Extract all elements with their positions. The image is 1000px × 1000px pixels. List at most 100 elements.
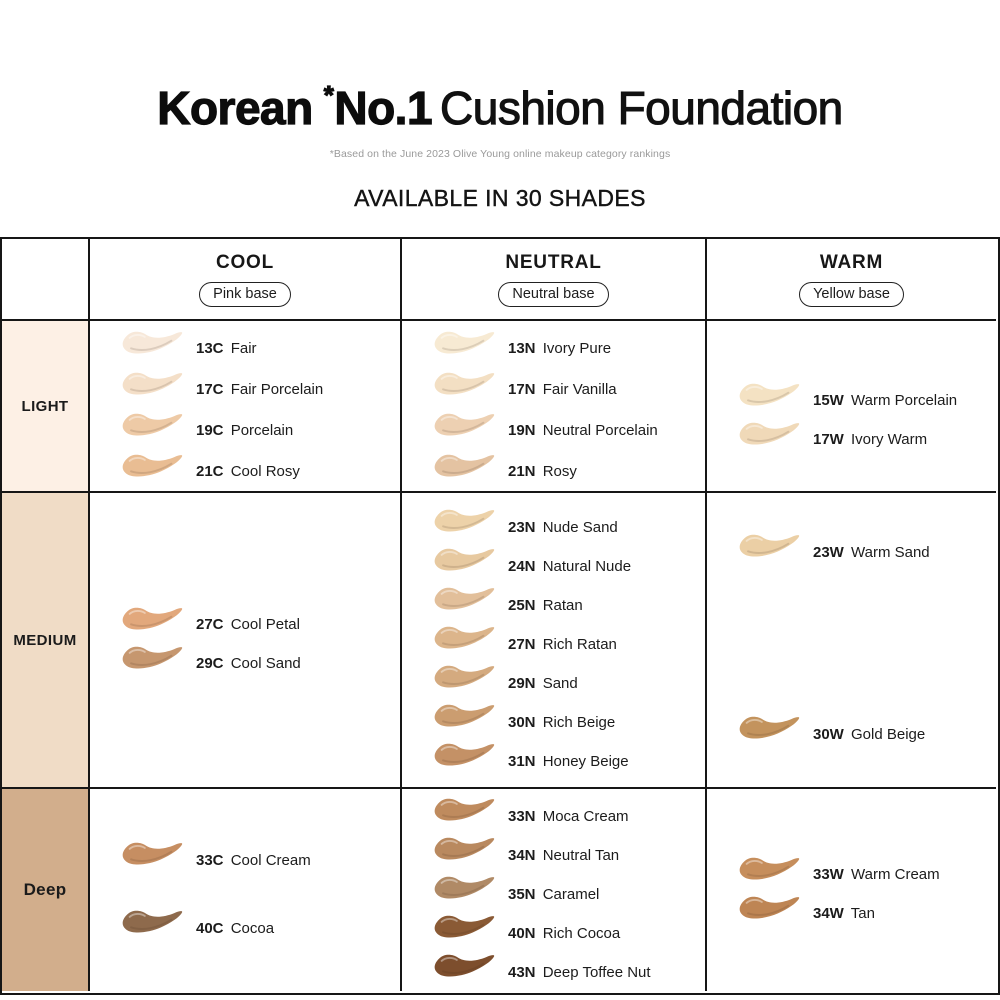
cell-deep-neutral: 33N Moca Cream 34N Neutral Tan 35N Caram… (402, 789, 707, 991)
shade-name: Caramel (538, 885, 600, 903)
foundation-smear-icon (122, 413, 183, 436)
shade-name: Gold Beige (846, 725, 926, 743)
title-bold-part: Korean *No.1 (157, 79, 433, 134)
shade-code: 13C (196, 340, 224, 357)
shade-label: 17W Ivory Warm (813, 431, 927, 448)
foundation-smear-icon (434, 743, 495, 766)
shade-item: 33N Moca Cream (428, 793, 629, 831)
shade-code: 24N (508, 557, 536, 575)
cell-deep-warm: 33W Warm Cream 34W Tan (707, 789, 996, 991)
foundation-smear-icon (122, 842, 183, 865)
shade-name: Deep Toffee Nut (538, 963, 651, 981)
shade-item: 40N Rich Cocoa (428, 910, 620, 948)
shade-item: 29N Sand (428, 660, 578, 698)
shade-item: 21N Rosy (428, 449, 577, 487)
shade-item: 13C Fair (116, 326, 257, 364)
shade-name: Honey Beige (538, 752, 629, 770)
foundation-smear-icon (434, 665, 495, 688)
shade-code: 30N (508, 713, 536, 731)
shade-code: 19N (508, 422, 536, 439)
foundation-smear-icon (434, 626, 495, 649)
shade-label: 24N Natural Nude (508, 558, 631, 575)
foundation-smear-icon (122, 454, 183, 477)
shade-item: 33C Cool Cream (116, 837, 311, 875)
shade-name: Tan (846, 905, 875, 922)
shade-code: 29C (196, 655, 224, 672)
foundation-smear-icon (434, 548, 495, 571)
shade-name: Porcelain (226, 422, 294, 439)
shade-label: 34N Neutral Tan (508, 847, 619, 864)
shade-name: Rich Ratan (538, 635, 617, 653)
shade-code: 35N (508, 885, 536, 903)
shade-item: 17N Fair Vanilla (428, 367, 617, 405)
shade-label: 33W Warm Cream (813, 866, 940, 883)
shade-name: Sand (538, 674, 578, 692)
shade-item: 31N Honey Beige (428, 738, 629, 776)
asterisk-mark: * (323, 79, 334, 110)
shade-name: Fair (226, 340, 257, 357)
shade-code: 30W (813, 725, 844, 743)
foundation-smear-icon (434, 798, 495, 821)
shade-code: 27N (508, 635, 536, 653)
shade-label: 30N Rich Beige (508, 714, 615, 731)
shade-count-banner: AVAILABLE IN 30 SHADES (354, 185, 646, 211)
foundation-smear-icon (434, 331, 495, 354)
shade-table: COOL Pink base NEUTRAL Neutral base WARM… (0, 237, 1000, 995)
shade-label: 31N Honey Beige (508, 753, 629, 770)
shade-name: Neutral Tan (538, 846, 620, 864)
foundation-smear-icon (122, 646, 183, 669)
cell-medium-neutral: 23N Nude Sand 24N Natural Nude 25N Ratan (402, 493, 707, 789)
shade-item: 23N Nude Sand (428, 504, 618, 542)
shade-label: 27N Rich Ratan (508, 636, 617, 653)
shade-name: Ivory Pure (538, 340, 612, 357)
shade-item: 19C Porcelain (116, 408, 293, 446)
shade-name: Ivory Warm (846, 431, 928, 448)
shade-code: 29N (508, 674, 536, 692)
shade-item: 34W Tan (733, 891, 875, 929)
shade-item: 30W Gold Beige (733, 711, 925, 749)
foundation-smear-icon (122, 331, 183, 354)
shade-code: 40C (196, 919, 224, 937)
shade-name: Natural Nude (538, 557, 632, 575)
shade-label: 23W Warm Sand (813, 544, 930, 561)
shade-label: 13C Fair (196, 340, 257, 357)
shade-code: 17C (196, 381, 224, 398)
shade-label: 29C Cool Sand (196, 655, 301, 672)
shade-label: 19N Neutral Porcelain (508, 422, 658, 439)
shade-code: 43N (508, 963, 536, 981)
foundation-smear-icon (122, 372, 183, 395)
shade-item: 19N Neutral Porcelain (428, 408, 658, 446)
shade-code: 17W (813, 431, 844, 448)
foundation-smear-icon (434, 915, 495, 938)
shade-item: 17W Ivory Warm (733, 417, 927, 455)
base-badge: Neutral base (498, 281, 609, 307)
shade-code: 40N (508, 924, 536, 942)
foundation-smear-icon (434, 372, 495, 395)
column-header-neutral: NEUTRAL Neutral base (402, 239, 707, 321)
shade-code: 27C (196, 616, 224, 633)
shade-item: 17C Fair Porcelain (116, 367, 323, 405)
shade-item: 30N Rich Beige (428, 699, 615, 737)
shade-label: 25N Ratan (508, 597, 583, 614)
base-badge: Pink base (199, 281, 291, 307)
shade-code: 31N (508, 752, 536, 770)
foundation-smear-icon (739, 534, 800, 557)
shade-item: 35N Caramel (428, 871, 599, 909)
shade-item: 27N Rich Ratan (428, 621, 617, 659)
shade-code: 19C (196, 422, 224, 439)
cell-deep-cool: 33C Cool Cream 40C Cocoa (90, 789, 402, 991)
foundation-smear-icon (739, 896, 800, 919)
shade-item: 13N Ivory Pure (428, 326, 611, 364)
shade-name: Warm Cream (846, 866, 940, 883)
shade-name: Warm Sand (846, 543, 930, 561)
shade-item: 21C Cool Rosy (116, 449, 300, 487)
shade-label: 29N Sand (508, 675, 578, 692)
shade-name: Nude Sand (538, 518, 618, 536)
shade-label: 43N Deep Toffee Nut (508, 964, 651, 981)
shade-code: 33W (813, 866, 844, 883)
foundation-smear-icon (434, 509, 495, 532)
shade-name: Cool Petal (226, 616, 300, 633)
shade-code: 21C (196, 463, 224, 480)
shade-item: 40C Cocoa (116, 905, 274, 943)
shade-item: 43N Deep Toffee Nut (428, 949, 651, 987)
